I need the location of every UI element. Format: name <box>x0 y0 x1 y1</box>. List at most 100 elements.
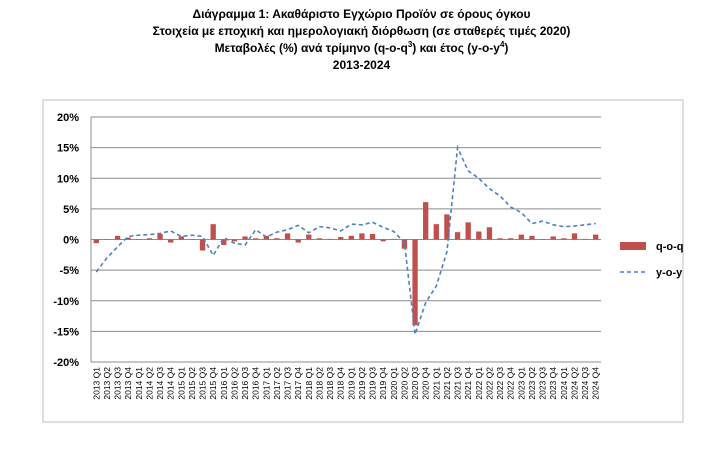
x-tick-label: 2021 Q1 <box>431 367 441 400</box>
x-tick-label: 2021 Q4 <box>463 367 473 400</box>
x-tick-label: 2023 Q4 <box>548 367 558 400</box>
x-tick-label: 2018 Q4 <box>336 367 346 400</box>
title-sup-3: 3 <box>407 40 413 49</box>
x-tick-label: 2016 Q4 <box>251 367 261 400</box>
chart-title-line-1: Διάγραμμα 1: Ακαθάριστο Εγχώριο Προϊόν σ… <box>192 7 531 21</box>
x-tick-label: 2015 Q4 <box>208 367 218 400</box>
x-tick-label: 2023 Q1 <box>516 367 526 400</box>
q-o-q-bar <box>561 238 567 240</box>
q-o-q-bar <box>539 239 546 240</box>
q-o-q-bar <box>242 236 248 240</box>
x-tick-label: 2014 Q3 <box>155 367 165 400</box>
q-o-q-bar <box>114 235 121 240</box>
y-tick-label: 0% <box>63 235 79 247</box>
x-tick-label: 2013 Q4 <box>123 367 133 400</box>
x-tick-label: 2018 Q2 <box>314 367 324 400</box>
q-o-q-bar <box>136 239 142 240</box>
q-o-q-bar <box>253 238 259 240</box>
x-tick-label: 2022 Q2 <box>484 367 494 400</box>
q-o-q-bar <box>274 238 280 240</box>
x-tick-label: 2015 Q1 <box>176 367 186 400</box>
q-o-q-bar <box>486 227 493 240</box>
q-o-q-bar <box>423 202 429 240</box>
q-o-q-bar <box>518 234 524 240</box>
x-tick-label: 2024 Q2 <box>569 367 579 400</box>
q-o-q-bar <box>189 239 195 240</box>
q-o-q-bar <box>359 233 365 240</box>
q-o-q-bar <box>571 233 578 240</box>
q-o-q-bar <box>465 222 471 240</box>
q-o-q-bar <box>391 238 397 240</box>
q-o-q-bar <box>348 235 354 240</box>
q-o-q-bar <box>444 214 450 240</box>
q-o-q-bar <box>401 239 408 249</box>
x-tick-label: 2018 Q1 <box>304 367 314 400</box>
x-tick-label: 2019 Q2 <box>357 367 367 400</box>
x-tick-label: 2023 Q3 <box>538 367 548 400</box>
x-tick-label: 2014 Q4 <box>166 367 176 400</box>
q-o-q-bar <box>146 238 153 240</box>
x-tick-label: 2013 Q2 <box>102 367 112 400</box>
y-tick-label: 10% <box>57 173 79 185</box>
chart-title-block: Διάγραμμα 1: Ακαθάριστο Εγχώριο Προϊόν σ… <box>0 6 723 74</box>
title-sup-4: 4 <box>499 40 505 49</box>
q-o-q-bar <box>380 239 386 242</box>
x-tick-label: 2020 Q4 <box>421 367 431 400</box>
x-tick-label: 2019 Q3 <box>368 367 378 400</box>
q-o-q-bar <box>125 237 131 240</box>
q-o-q-bar <box>476 231 482 240</box>
x-tick-label: 2019 Q1 <box>346 367 356 400</box>
x-tick-label: 2017 Q3 <box>283 367 293 400</box>
q-o-q-bar <box>369 233 376 240</box>
x-tick-label: 2020 Q3 <box>410 367 420 400</box>
x-tick-label: 2022 Q3 <box>495 367 505 400</box>
x-tick-label: 2024 Q3 <box>580 367 590 400</box>
x-tick-label: 2014 Q2 <box>144 367 154 400</box>
legend: q-o-q y-o-y <box>620 241 683 279</box>
x-tick-label: 2016 Q1 <box>219 367 229 400</box>
y-tick-label: -15% <box>53 326 79 338</box>
x-tick-label: 2013 Q1 <box>91 367 101 400</box>
x-tick-label: 2023 Q2 <box>527 367 537 400</box>
x-tick-label: 2020 Q1 <box>389 367 399 400</box>
q-o-q-bar <box>93 239 99 244</box>
x-tick-label: 2013 Q3 <box>113 367 123 400</box>
q-o-q-bar <box>529 235 535 240</box>
x-tick-label: 2024 Q1 <box>559 367 569 400</box>
x-tick-label: 2017 Q1 <box>261 367 271 400</box>
q-o-q-bar <box>210 224 216 240</box>
x-tick-label: 2020 Q2 <box>399 367 409 400</box>
y-tick-label: 20% <box>57 112 79 124</box>
x-tick-label: 2021 Q2 <box>442 367 452 400</box>
q-o-q-bar <box>454 232 461 240</box>
q-o-q-bar <box>338 237 344 240</box>
y-tick-label: -20% <box>53 357 79 369</box>
x-tick-label: 2021 Q3 <box>453 367 463 400</box>
q-o-q-bar <box>157 233 163 240</box>
q-o-q-bar <box>284 233 291 240</box>
q-o-q-bar <box>306 234 312 240</box>
x-tick-label: 2016 Q2 <box>229 367 239 400</box>
x-tick-label: 2017 Q4 <box>293 367 303 400</box>
q-o-q-bar <box>433 224 439 240</box>
q-o-q-bar <box>168 239 174 243</box>
x-tick-label: 2022 Q1 <box>474 367 484 400</box>
legend-swatch-q-o-q <box>620 242 646 250</box>
q-o-q-bar <box>327 238 333 240</box>
y-axis-ticks: 20% 15% 10% 5% 0% -5% -10% -15% -20% <box>53 112 79 369</box>
chart-outer-frame <box>42 99 684 423</box>
q-o-q-bar <box>316 238 323 240</box>
chart-title-line-2: Στοιχεία με εποχική και ημερολογιακή διό… <box>152 24 571 38</box>
q-o-q-bar <box>550 236 556 240</box>
y-o-y-line <box>95 144 596 335</box>
title-part-a: Μεταβολές (%) ανά τρίμηνο (q-o-q <box>214 41 408 55</box>
q-o-q-bars <box>93 202 599 326</box>
x-tick-label: 2016 Q3 <box>240 367 250 400</box>
x-tick-label: 2019 Q4 <box>378 367 388 400</box>
x-tick-label: 2017 Q2 <box>272 367 282 400</box>
x-tick-label: 2015 Q3 <box>198 367 208 400</box>
legend-label-y-o-y: y-o-y <box>656 267 683 279</box>
y-o-y-line-group <box>95 144 596 335</box>
q-o-q-bar <box>104 239 110 240</box>
